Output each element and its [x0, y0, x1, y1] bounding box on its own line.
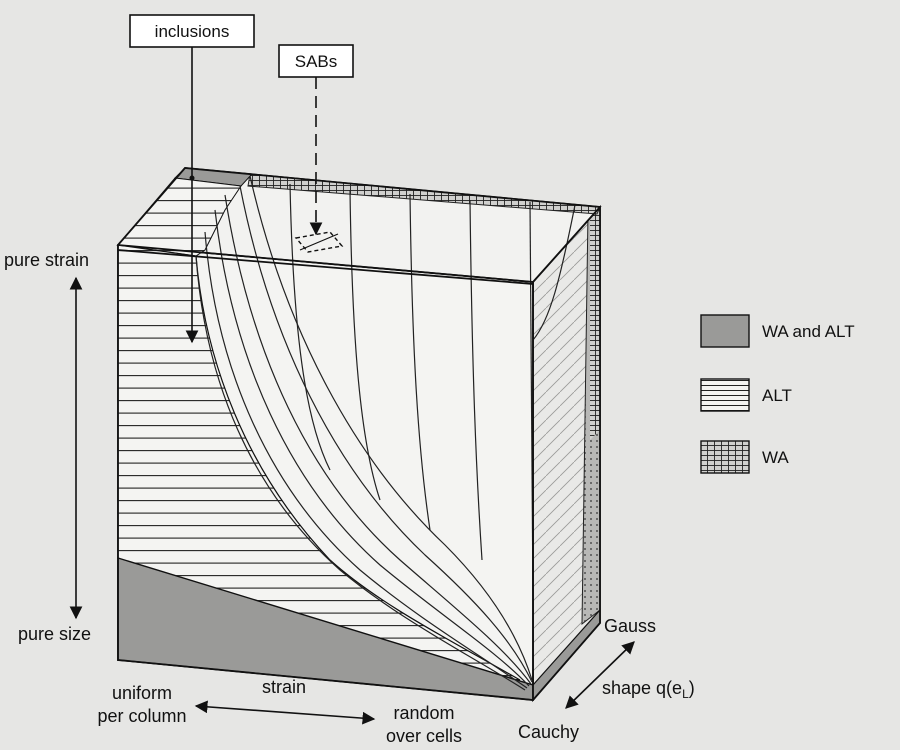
uniform-label: uniform — [112, 683, 172, 703]
sabs-box — [278, 44, 354, 78]
front-alt-region — [117, 244, 521, 681]
right-edge-grid-strip — [590, 207, 600, 440]
depth-axis: Gauss shape q(eL) Cauchy — [518, 616, 695, 742]
pure-size-label: pure size — [18, 624, 91, 644]
inclusions-label: inclusions — [155, 22, 230, 41]
cauchy-label: Cauchy — [518, 722, 579, 742]
transition-curves — [195, 175, 533, 691]
legend-item-wa-and-alt: WA and ALT — [700, 314, 855, 348]
per-column-label: per column — [97, 706, 186, 726]
horizontal-axis: uniform per column strain random over ce… — [97, 677, 462, 746]
sabs-callout: SABs — [278, 44, 354, 236]
sab-marker-diagonal — [299, 233, 339, 251]
legend: WA and ALT ALT WA — [700, 314, 855, 474]
pure-strain-line — [117, 249, 534, 285]
strain-axis-label: strain — [262, 677, 306, 697]
pure-strain-label: pure strain — [4, 250, 89, 270]
legend-label-wa-and-alt: WA and ALT — [762, 322, 855, 341]
over-cells-label: over cells — [386, 726, 462, 746]
sabs-label: SABs — [295, 52, 338, 71]
legend-swatch-hlines — [700, 378, 750, 412]
horizontal-axis-arrow — [194, 700, 376, 725]
legend-item-wa: WA — [700, 440, 789, 474]
diagram-block — [116, 167, 602, 703]
shape-label: shape q(eL) — [602, 678, 695, 701]
gauss-label: Gauss — [604, 616, 656, 636]
legend-label-wa: WA — [762, 448, 789, 467]
inclusions-dot — [189, 175, 195, 181]
random-label: random — [393, 703, 454, 723]
inclusions-box — [129, 14, 255, 48]
legend-swatch-grid — [700, 440, 750, 474]
legend-label-alt: ALT — [762, 386, 792, 405]
legend-item-alt: ALT — [700, 378, 792, 412]
vertical-axis: pure strain pure size — [4, 250, 91, 644]
inclusions-callout: inclusions — [129, 14, 255, 344]
legend-swatch-shaded — [700, 314, 750, 348]
depth-axis-arrow — [565, 641, 635, 709]
